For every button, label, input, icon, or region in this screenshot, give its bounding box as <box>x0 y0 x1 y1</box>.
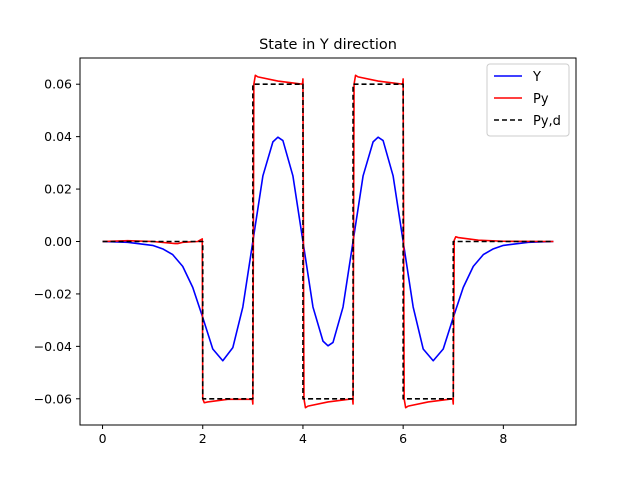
y-tick-label: 0.06 <box>44 77 72 92</box>
legend-frame <box>486 63 570 137</box>
x-tick-label: 0 <box>99 431 107 446</box>
axis-ticks: 0 2 4 6 8 −0.06 −0.04 −0.02 0.00 0.02 0.04 0.06 <box>34 77 508 446</box>
y-tick-label: 0.04 <box>44 129 72 144</box>
x-tick-label: 8 <box>499 431 507 446</box>
legend: Y Py Py,d <box>486 63 570 137</box>
legend-label-y: Y <box>532 70 541 85</box>
legend-label-py: Py <box>533 92 549 107</box>
y-tick-label: −0.02 <box>34 286 72 301</box>
y-tick-label: 0.02 <box>44 182 72 197</box>
x-tick-label: 2 <box>199 431 207 446</box>
series-line-pyd <box>102 83 554 400</box>
x-tick-label: 4 <box>299 431 307 446</box>
y-tick-label: −0.04 <box>34 339 72 354</box>
series-layer <box>102 74 554 409</box>
legend-label-pyd: Py,d <box>533 114 561 129</box>
chart-title: State in Y direction <box>259 37 397 53</box>
y-tick-label: −0.06 <box>34 391 72 406</box>
x-tick-label: 6 <box>399 431 407 446</box>
y-tick-label: 0.00 <box>44 234 72 249</box>
